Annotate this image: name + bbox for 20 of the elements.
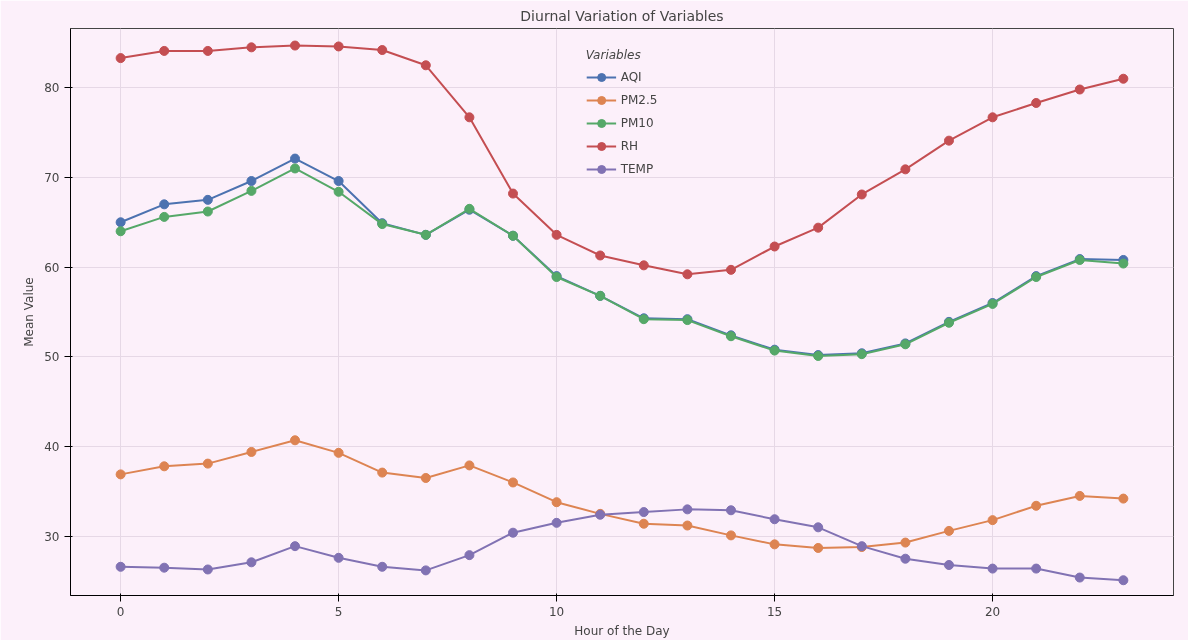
legend-label: TEMP	[620, 162, 654, 176]
legend-label: RH	[620, 139, 640, 153]
y-tick-label: 30	[44, 529, 60, 544]
legend-label: PM10	[620, 116, 654, 130]
x-axis-title: Hour of the Day	[574, 623, 670, 638]
x-tick-label: 0	[116, 604, 125, 619]
y-tick-label: 70	[44, 170, 60, 185]
chart-title: Diurnal Variation of Variables	[520, 7, 724, 24]
legend-label: PM2.5	[620, 93, 658, 107]
x-tick-label: 15	[766, 604, 783, 619]
x-tick-label: 10	[548, 604, 565, 619]
y-tick-label: 60	[44, 260, 60, 275]
legend-label: AQI	[620, 70, 642, 84]
y-tick-label: 80	[44, 81, 60, 96]
y-tick-label: 40	[44, 440, 60, 455]
x-tick-label: 20	[984, 604, 1001, 619]
y-axis-title: Mean Value	[22, 277, 37, 347]
y-tick-label: 50	[44, 350, 60, 365]
legend-title: Variables	[585, 48, 642, 62]
x-tick-label: 5	[334, 604, 343, 619]
